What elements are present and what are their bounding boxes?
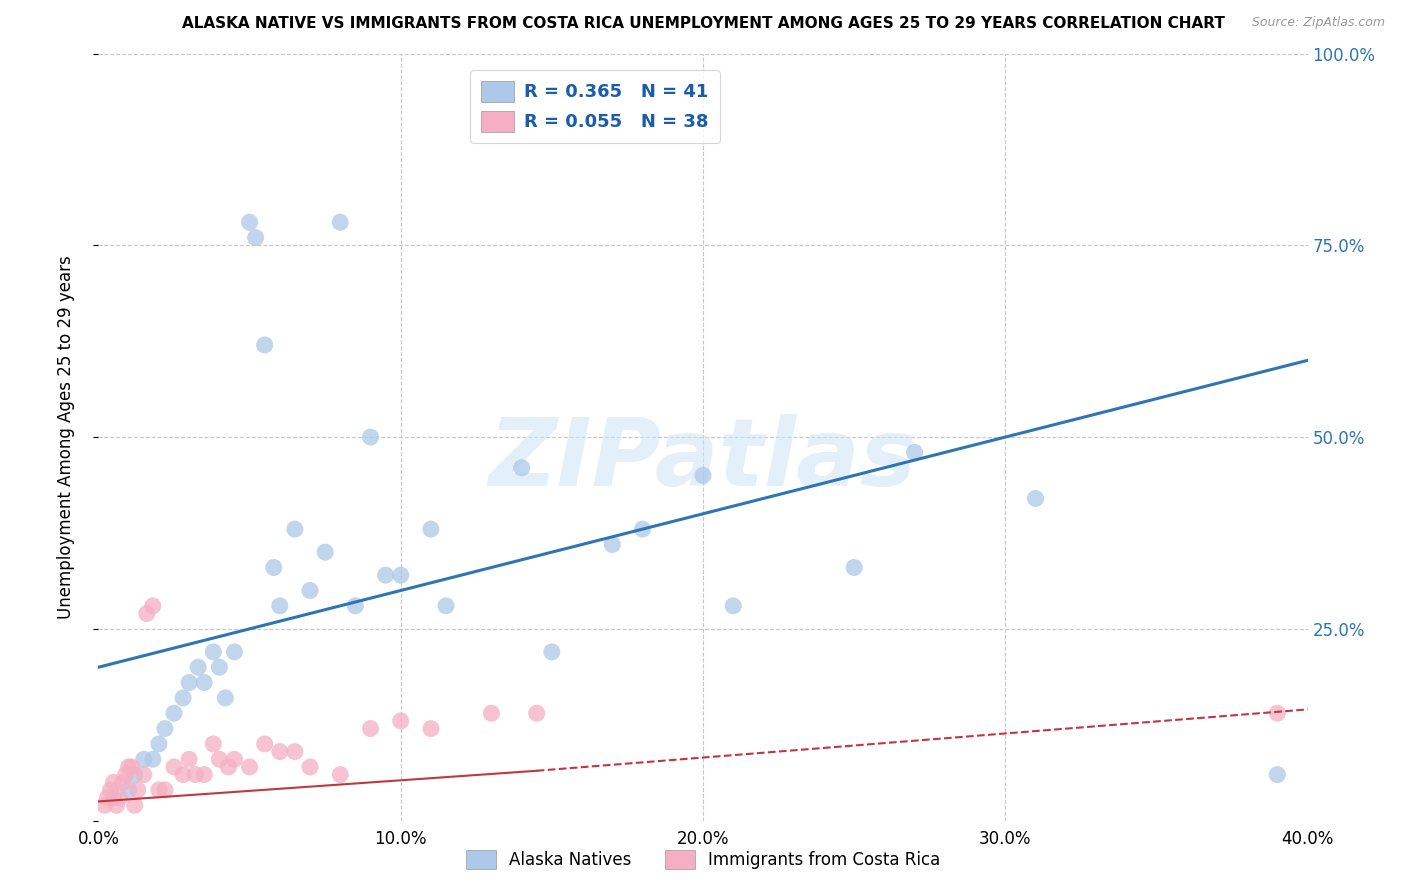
Point — [208, 660, 231, 674]
Point — [114, 767, 136, 781]
Point — [118, 783, 141, 797]
Point — [374, 568, 396, 582]
Point — [253, 338, 276, 352]
Text: ZIPatlas: ZIPatlas — [489, 414, 917, 506]
Point — [179, 752, 201, 766]
Point — [269, 745, 291, 759]
Point — [526, 706, 548, 721]
Point — [208, 752, 231, 766]
Point — [124, 767, 146, 781]
Point — [481, 706, 503, 721]
Point — [105, 798, 128, 813]
Point — [434, 599, 457, 613]
Point — [148, 737, 170, 751]
Point — [184, 767, 207, 781]
Point — [299, 760, 322, 774]
Point — [284, 745, 307, 759]
Point — [163, 706, 186, 721]
Point — [153, 722, 176, 736]
Point — [163, 760, 186, 774]
Point — [118, 760, 141, 774]
Point — [202, 645, 225, 659]
Point — [224, 645, 246, 659]
Point — [202, 737, 225, 751]
Point — [314, 545, 336, 559]
Point — [344, 599, 367, 613]
Point — [602, 537, 624, 551]
Point — [253, 737, 276, 751]
Point — [96, 790, 118, 805]
Point — [172, 690, 194, 705]
Point — [217, 760, 239, 774]
Point — [692, 468, 714, 483]
Point — [263, 560, 285, 574]
Point — [100, 783, 122, 797]
Point — [389, 568, 412, 582]
Point — [179, 675, 201, 690]
Point — [1267, 767, 1289, 781]
Point — [93, 798, 115, 813]
Point — [723, 599, 745, 613]
Point — [269, 599, 291, 613]
Point — [389, 714, 412, 728]
Point — [103, 790, 125, 805]
Point — [631, 522, 654, 536]
Point — [329, 767, 352, 781]
Point — [142, 752, 165, 766]
Point — [187, 660, 209, 674]
Point — [224, 752, 246, 766]
Legend: Alaska Natives, Immigrants from Costa Rica: Alaska Natives, Immigrants from Costa Ri… — [457, 841, 949, 878]
Point — [148, 783, 170, 797]
Point — [360, 722, 382, 736]
Text: Source: ZipAtlas.com: Source: ZipAtlas.com — [1251, 16, 1385, 29]
Point — [193, 675, 215, 690]
Point — [540, 645, 562, 659]
Point — [124, 798, 146, 813]
Point — [193, 767, 215, 781]
Point — [121, 760, 143, 774]
Point — [904, 445, 927, 459]
Point — [329, 215, 352, 229]
Point — [844, 560, 866, 574]
Point — [299, 583, 322, 598]
Point — [284, 522, 307, 536]
Point — [111, 775, 134, 789]
Point — [142, 599, 165, 613]
Point — [135, 607, 157, 621]
Point — [214, 690, 236, 705]
Point — [510, 460, 533, 475]
Point — [245, 230, 267, 244]
Point — [1024, 491, 1046, 506]
Point — [132, 752, 155, 766]
Y-axis label: Unemployment Among Ages 25 to 29 years: Unemployment Among Ages 25 to 29 years — [56, 255, 75, 619]
Point — [103, 775, 125, 789]
Point — [1267, 706, 1289, 721]
Point — [239, 760, 262, 774]
Point — [420, 522, 443, 536]
Point — [172, 767, 194, 781]
Point — [153, 783, 176, 797]
Point — [360, 430, 382, 444]
Point — [127, 783, 149, 797]
Point — [108, 790, 131, 805]
Point — [132, 767, 155, 781]
Point — [239, 215, 262, 229]
Point — [420, 722, 443, 736]
Text: ALASKA NATIVE VS IMMIGRANTS FROM COSTA RICA UNEMPLOYMENT AMONG AGES 25 TO 29 YEA: ALASKA NATIVE VS IMMIGRANTS FROM COSTA R… — [181, 16, 1225, 31]
